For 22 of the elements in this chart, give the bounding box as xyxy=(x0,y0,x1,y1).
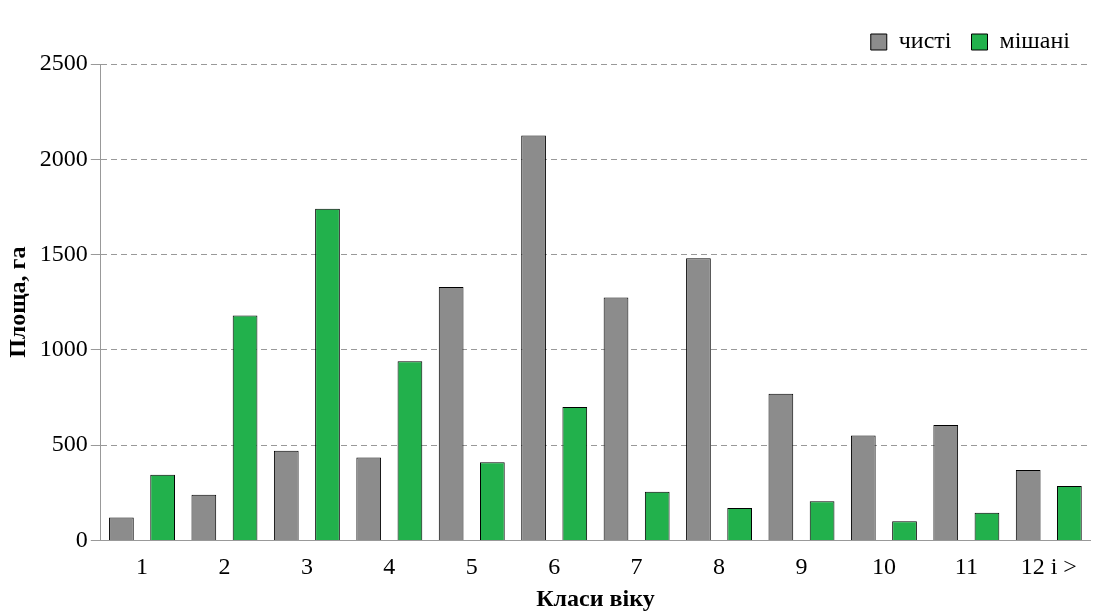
x-tick-label: 7 xyxy=(630,553,643,580)
legend-label: мішані xyxy=(999,27,1071,54)
y-tick-label: 0 xyxy=(75,525,88,552)
x-tick-label: 12 і > xyxy=(1020,553,1077,580)
x-tick-label: 8 xyxy=(713,553,726,580)
x-tick-label: 9 xyxy=(795,553,808,580)
legend-label: чисті xyxy=(898,27,952,54)
x-tick-label: 5 xyxy=(465,553,478,580)
x-axis-title: Класи віку xyxy=(536,584,655,611)
x-tick-label: 2 xyxy=(218,553,231,580)
y-tick-label: 500 xyxy=(51,430,88,457)
x-tick-label: 6 xyxy=(548,553,561,580)
y-tick-label: 2000 xyxy=(39,144,88,171)
y-tick-label: 2500 xyxy=(39,49,88,76)
x-tick-label: 1 xyxy=(136,553,149,580)
x-tick-label: 10 xyxy=(871,553,896,580)
y-tick-label: 1500 xyxy=(39,239,88,266)
y-axis-title: Площа, га xyxy=(3,246,30,358)
x-tick-label: 4 xyxy=(383,553,396,580)
y-tick-label: 1000 xyxy=(39,335,88,362)
x-tick-label: 3 xyxy=(300,553,313,580)
x-tick-label: 11 xyxy=(954,553,978,580)
